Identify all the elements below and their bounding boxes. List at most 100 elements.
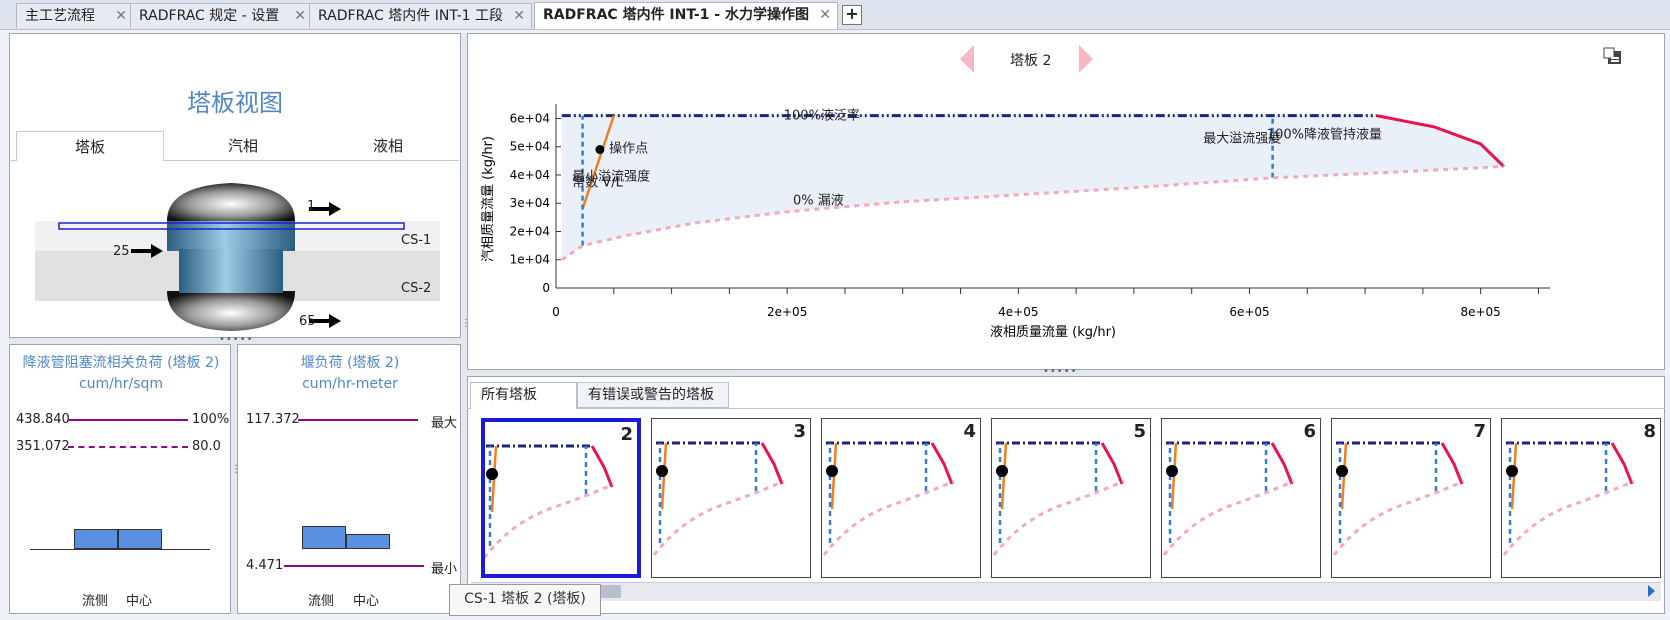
y-tick-label: 5e+04 xyxy=(510,140,550,154)
close-icon[interactable]: ✕ xyxy=(513,8,525,24)
load-bar-side xyxy=(74,529,118,549)
thumbnail-tray-number: 4 xyxy=(963,421,976,442)
tray-thumbnail[interactable]: 6 xyxy=(1161,418,1321,578)
downcomer-load-panel: 降液管阻塞流相关负荷 (塔板 2) cum/hr/sqm 438.840 100… xyxy=(9,344,231,614)
weir-bar-center xyxy=(346,534,390,549)
tray-thumbnail[interactable]: 8 xyxy=(1501,418,1661,578)
weir-max-line xyxy=(298,419,418,421)
main-vertical-splitter[interactable]: ⋮ xyxy=(461,33,471,614)
stream-label-65: 65 xyxy=(299,314,316,329)
weir-max-label: 最大 xyxy=(431,416,458,431)
tray-view-title: 塔板视图 xyxy=(187,89,283,117)
series-line xyxy=(581,115,615,210)
y-tick-label: 6e+04 xyxy=(510,111,550,125)
triangle-right-icon[interactable] xyxy=(1077,45,1093,73)
x-tick-label: 8e+05 xyxy=(1460,305,1500,319)
tray-view-content: 塔板视图 塔板 汽相 液相 1 25 65 CS-1 CS-2 xyxy=(9,33,461,338)
column-lower-body xyxy=(179,249,283,293)
tray-thumbnail[interactable]: 3 xyxy=(651,418,811,578)
thumbnail-plot xyxy=(822,441,955,556)
tab-main-flowsheet[interactable]: 主工艺流程 ✕ xyxy=(16,3,134,28)
close-icon[interactable]: ✕ xyxy=(819,7,831,23)
y-tick-label: 1e+04 xyxy=(510,253,550,267)
tab-radfrac-spec[interactable]: RADFRAC 规定 - 设置 ✕ xyxy=(130,3,313,28)
operating-point-marker xyxy=(595,145,605,155)
tab-label: RADFRAC 塔内件 INT-1 - 水力学操作图 xyxy=(543,7,809,23)
thumbnail-tray-number: 5 xyxy=(1133,421,1146,442)
thumbnail-tray-number: 3 xyxy=(793,421,806,442)
add-tab-button[interactable]: + xyxy=(842,5,862,25)
chart-annotation: 操作点 xyxy=(609,140,648,156)
chart-annotation: 0% 漏液 xyxy=(793,193,844,209)
x-axis-label: 液相质量流量 (kg/hr) xyxy=(990,325,1116,340)
stream-label-25: 25 xyxy=(113,244,130,259)
tab-divider xyxy=(11,160,459,161)
document-tab-bar: 主工艺流程 ✕ RADFRAC 规定 - 设置 ✕ RADFRAC 塔内件 INT-… xyxy=(0,0,1670,30)
chart-annotation: 常数 V/L xyxy=(572,175,623,190)
weir-load-title: 堰负荷 (塔板 2) xyxy=(300,355,400,371)
column-upper-body xyxy=(167,221,295,251)
y-tick-label: 3e+04 xyxy=(510,196,550,210)
thumbnail-tray-number: 7 xyxy=(1473,421,1486,442)
tray-thumbnail[interactable]: 2 xyxy=(481,418,641,578)
thumbnail-tray-number: 6 xyxy=(1303,421,1316,442)
close-icon[interactable]: ✕ xyxy=(115,8,127,24)
tray-tooltip: CS-1 塔板 2 (塔板) xyxy=(449,584,601,616)
bar-baseline xyxy=(30,549,210,550)
chart-annotation: 100%液泛率 xyxy=(784,108,860,124)
limit-value-100: 438.840 xyxy=(16,412,70,427)
bottom-tab-divider xyxy=(467,408,1665,409)
arrow-right-icon xyxy=(309,314,341,328)
arrow-right-icon xyxy=(131,244,163,258)
bar-label-center: 中心 xyxy=(126,594,153,609)
weir-min-label: 最小 xyxy=(431,562,458,577)
weir-max-value: 117.372 xyxy=(246,412,300,427)
tray-thumbnail[interactable]: 5 xyxy=(991,418,1151,578)
export-icon[interactable] xyxy=(1602,46,1624,68)
section-label-cs2: CS-2 xyxy=(401,281,432,296)
stream-label-1: 1 xyxy=(307,199,316,214)
hydraulic-chart: 0 1e+04 2e+04 3e+04 4e+04 5e+04 6e+04 0 2e+05 4e+… xyxy=(481,104,1550,340)
x-tick-label: 0 xyxy=(552,305,560,319)
tab-label: RADFRAC 塔内件 INT-1 工段 xyxy=(318,8,504,24)
x-tick-label: 2e+05 xyxy=(767,305,807,319)
chart-annotation: 最大溢流强度 xyxy=(1203,130,1281,146)
horizontal-splitter-right[interactable]: ••••• xyxy=(467,366,1665,377)
chart-annotation: 最小溢流强度 xyxy=(572,169,650,185)
scroll-right-icon[interactable] xyxy=(1648,585,1655,597)
horizontal-scrollbar[interactable] xyxy=(471,582,1661,601)
thumbnail-plot xyxy=(652,441,785,556)
thumbnail-plot xyxy=(485,444,615,559)
operating-region xyxy=(561,115,1504,260)
tab-tray[interactable]: 塔板 xyxy=(16,131,164,161)
column-top-cap xyxy=(167,183,295,221)
load-bar-center xyxy=(118,529,162,549)
triangle-left-icon[interactable] xyxy=(960,45,976,73)
downcomer-load-unit: cum/hr/sqm xyxy=(78,376,164,392)
horizontal-splitter[interactable]: ••••• xyxy=(9,334,461,345)
tab-vapor[interactable]: 汽相 xyxy=(227,137,258,155)
bar-label-side: 流侧 xyxy=(308,594,335,609)
weir-min-line xyxy=(284,565,424,567)
weir-bar-side xyxy=(302,526,346,549)
x-tick-label: 6e+05 xyxy=(1229,305,1269,319)
tab-all-trays[interactable]: 所有塔板 xyxy=(470,382,577,409)
tray-nav-label: 塔板 2 xyxy=(1010,53,1052,69)
tab-label: RADFRAC 规定 - 设置 xyxy=(139,8,280,24)
tab-hydraulic-plot[interactable]: RADFRAC 塔内件 INT-1 - 水力学操作图 ✕ xyxy=(534,2,838,29)
weir-min-value: 4.471 xyxy=(246,558,284,573)
tray-thumbnail[interactable]: 4 xyxy=(821,418,981,578)
tab-label: 主工艺流程 xyxy=(25,8,95,24)
selected-tray-marker xyxy=(58,222,405,230)
tab-trays-with-errors[interactable]: 有错误或警告的塔板 xyxy=(577,382,729,408)
close-icon[interactable]: ✕ xyxy=(294,8,306,24)
hydraulic-plot-panel: 塔板 2 0 1e+04 2e+04 3e+04 4e+04 5e+04 6e+04 0 2e+… xyxy=(467,33,1665,370)
tab-liquid[interactable]: 液相 xyxy=(372,137,403,155)
weir-load-panel: 堰负荷 (塔板 2) cum/hr-meter 117.372 最大 4.471… xyxy=(237,344,461,614)
tab-radfrac-internals-section[interactable]: RADFRAC 塔内件 INT-1 工段 ✕ xyxy=(309,3,532,28)
section-label-cs1: CS-1 xyxy=(401,233,432,248)
vertical-splitter[interactable]: ⋮ xyxy=(231,344,241,614)
tray-thumbnail[interactable]: 7 xyxy=(1331,418,1491,578)
column-diagram xyxy=(35,183,440,331)
limit-line-100 xyxy=(68,419,188,421)
